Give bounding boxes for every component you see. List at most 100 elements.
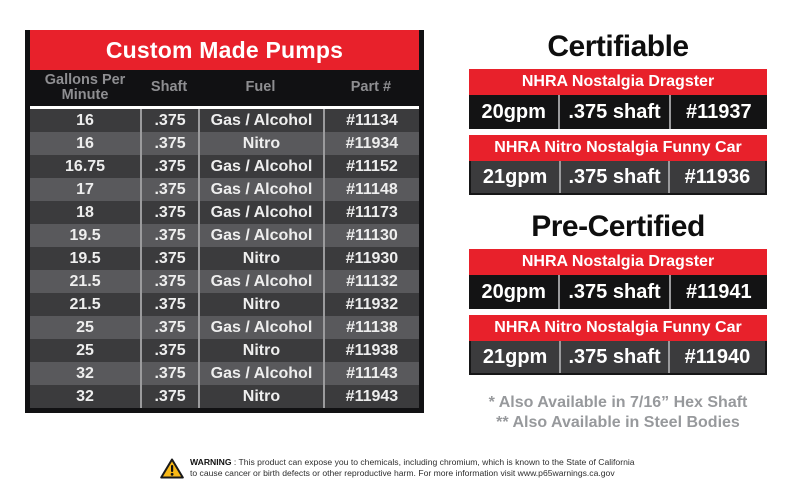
pump-table-body: 16 .375 Gas / Alcohol #11134 16 .375 Nit…: [30, 109, 419, 408]
column-header-shaft: Shaft: [150, 79, 188, 96]
column-header-fuel: Fuel: [245, 79, 276, 96]
cell-fuel: Gas / Alcohol: [198, 316, 323, 339]
table-row: 18 .375 Gas / Alcohol #11173: [30, 201, 419, 224]
cell-shaft: .375 shaft: [559, 341, 668, 373]
cell-gpm: 25: [76, 318, 94, 336]
cell-fuel: Gas / Alcohol: [198, 155, 323, 178]
cell-part: #11132: [322, 270, 419, 293]
cell-shaft: .375 shaft: [559, 161, 668, 193]
cell-shaft: .375: [140, 270, 198, 293]
table-row: 17 .375 Gas / Alcohol #11148: [30, 178, 419, 201]
cell-part: #11932: [322, 293, 419, 316]
cell-gpm: 16.75: [65, 157, 106, 175]
cell-gpm: 19.5: [69, 249, 101, 267]
cell-fuel: Nitro: [198, 247, 323, 270]
certification-group: NHRA Nitro Nostalgia Funny Car 21gpm .37…: [469, 135, 767, 195]
cell-gpm: 32: [76, 364, 94, 382]
warning-label: WARNING: [190, 457, 232, 467]
column-header-part: Part #: [350, 79, 392, 96]
cell-shaft: .375: [140, 224, 198, 247]
certification-panel: Certifiable NHRA Nostalgia Dragster 20gp…: [469, 30, 767, 433]
pumps-table-title: Custom Made Pumps: [30, 30, 419, 70]
cell-part: #11934: [322, 132, 419, 155]
cell-gpm: 20gpm: [481, 280, 546, 303]
cell-shaft: .375: [140, 293, 198, 316]
cell-part: #11938: [322, 339, 419, 362]
cell-fuel: Gas / Alcohol: [198, 178, 323, 201]
cell-shaft: .375: [140, 316, 198, 339]
cell-part: #11134: [322, 109, 419, 132]
cell-shaft: .375: [140, 201, 198, 224]
cell-part: #11940: [667, 341, 765, 373]
cell-part: #11943: [322, 385, 419, 408]
cell-gpm: 32: [76, 387, 94, 405]
certification-group: NHRA Nitro Nostalgia Funny Car 21gpm .37…: [469, 315, 767, 375]
cell-part: #11152: [322, 155, 419, 178]
certification-group: NHRA Nostalgia Dragster 20gpm .375 shaft…: [469, 69, 767, 129]
column-header-gpm: Gallons Per Minute: [44, 71, 126, 103]
table-row: 21.5 .375 Gas / Alcohol #11132: [30, 270, 419, 293]
cell-fuel: Gas / Alcohol: [198, 201, 323, 224]
cell-gpm: 21gpm: [482, 345, 548, 368]
prop65-warning: WARNING : This product can expose you to…: [160, 457, 640, 484]
pumps-table-header-row: Gallons Per Minute Shaft Fuel Part #: [30, 70, 419, 109]
cell-part: #11937: [668, 95, 767, 129]
certification-spec-row: 21gpm .375 shaft #11936: [469, 161, 767, 195]
cell-shaft: .375: [140, 339, 198, 362]
cell-fuel: Nitro: [198, 339, 323, 362]
cell-part: #11936: [667, 161, 765, 193]
cell-gpm: 25: [76, 341, 94, 359]
table-row: 19.5 .375 Nitro #11930: [30, 247, 419, 270]
table-row: 16 .375 Nitro #11934: [30, 132, 419, 155]
cell-part: #11941: [668, 275, 767, 309]
table-row: 32 .375 Gas / Alcohol #11143: [30, 362, 419, 385]
cell-shaft: .375 shaft: [558, 95, 668, 129]
cell-shaft: .375: [140, 385, 198, 408]
table-row: 16 .375 Gas / Alcohol #11134: [30, 109, 419, 132]
cell-gpm: 21gpm: [482, 165, 548, 188]
pumps-spec-table: Custom Made Pumps Gallons Per Minute Sha…: [25, 30, 424, 413]
cell-fuel: Gas / Alcohol: [198, 270, 323, 293]
certification-class-label: NHRA Nitro Nostalgia Funny Car: [469, 315, 767, 341]
pre-certified-groups: NHRA Nostalgia Dragster 20gpm .375 shaft…: [469, 249, 767, 375]
cell-shaft: .375: [140, 362, 198, 385]
certification-spec-row: 20gpm .375 shaft #11941: [469, 275, 767, 309]
cell-shaft: .375: [140, 132, 198, 155]
certification-spec-row: 20gpm .375 shaft #11937: [469, 95, 767, 129]
certification-class-label: NHRA Nostalgia Dragster: [469, 69, 767, 95]
cell-gpm: 16: [76, 134, 94, 152]
cell-part: #11138: [322, 316, 419, 339]
cell-gpm: 21.5: [69, 272, 101, 290]
cell-gpm: 16: [76, 111, 94, 129]
cell-shaft: .375: [140, 109, 198, 132]
pre-certified-title: Pre-Certified: [531, 210, 705, 243]
cell-fuel: Gas / Alcohol: [198, 362, 323, 385]
certifiable-title: Certifiable: [547, 30, 689, 63]
cell-shaft: .375 shaft: [558, 275, 668, 309]
cell-part: #11173: [322, 201, 419, 224]
table-row: 21.5 .375 Nitro #11932: [30, 293, 419, 316]
certification-class-label: NHRA Nitro Nostalgia Funny Car: [469, 135, 767, 161]
cell-fuel: Nitro: [198, 132, 323, 155]
table-row: 25 .375 Nitro #11938: [30, 339, 419, 362]
cell-fuel: Gas / Alcohol: [198, 109, 323, 132]
table-row: 25 .375 Gas / Alcohol #11138: [30, 316, 419, 339]
footnote-line: * Also Available in 7/16” Hex Shaft: [488, 394, 748, 411]
cell-shaft: .375: [140, 178, 198, 201]
certification-spec-row: 21gpm .375 shaft #11940: [469, 341, 767, 375]
cell-fuel: Nitro: [198, 293, 323, 316]
cell-part: #11143: [322, 362, 419, 385]
cell-shaft: .375: [140, 155, 198, 178]
warning-triangle-icon: [160, 458, 184, 484]
table-row: 16.75 .375 Gas / Alcohol #11152: [30, 155, 419, 178]
footnotes: * Also Available in 7/16” Hex Shaft ** Al…: [469, 393, 767, 433]
cell-fuel: Gas / Alcohol: [198, 224, 323, 247]
certification-class-label: NHRA Nostalgia Dragster: [469, 249, 767, 275]
cell-gpm: 18: [76, 203, 94, 221]
warning-text: WARNING : This product can expose you to…: [190, 457, 635, 478]
table-row: 32 .375 Nitro #11943: [30, 385, 419, 408]
cell-shaft: .375: [140, 247, 198, 270]
cell-gpm: 17: [76, 180, 94, 198]
cell-part: #11930: [322, 247, 419, 270]
cell-gpm: 21.5: [69, 295, 101, 313]
